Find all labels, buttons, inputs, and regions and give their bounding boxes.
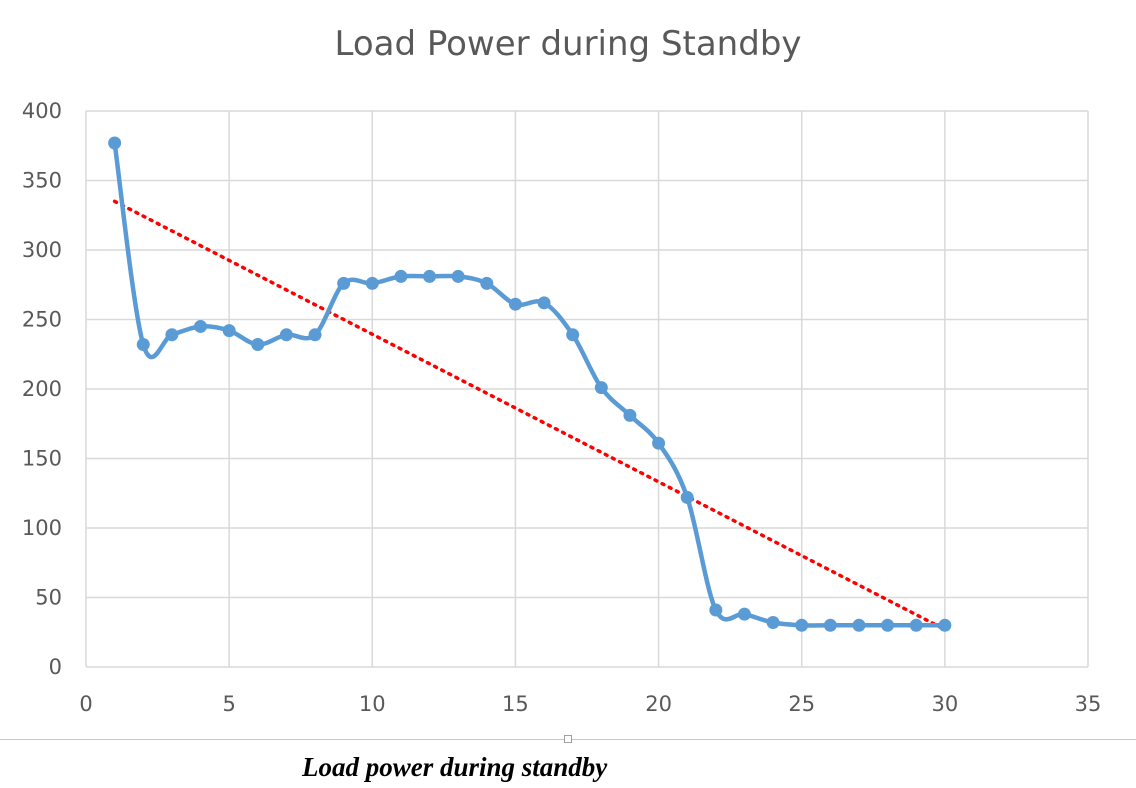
x-tick-label: 25 (788, 692, 815, 716)
data-point (737, 607, 751, 621)
data-point (108, 136, 122, 150)
data-point (623, 408, 637, 422)
data-point (652, 436, 666, 450)
x-tick-label: 5 (222, 692, 235, 716)
data-point (394, 269, 408, 283)
data-point (795, 618, 809, 632)
data-point (594, 381, 608, 395)
data-point (423, 269, 437, 283)
data-point (136, 338, 150, 352)
y-tick-label: 50 (35, 586, 62, 610)
y-tick-label: 300 (22, 238, 62, 262)
data-point (165, 328, 179, 342)
data-point (766, 616, 780, 630)
data-point (451, 269, 465, 283)
data-point (308, 328, 322, 342)
data-point (480, 276, 494, 290)
data-point (337, 276, 351, 290)
figure-caption: Load power during standby (302, 752, 608, 782)
chart-title: Load Power during Standby (334, 24, 802, 64)
x-tick-label: 15 (502, 692, 529, 716)
data-point (279, 328, 293, 342)
data-point (194, 319, 208, 333)
trendline (112, 199, 947, 632)
data-point (508, 297, 522, 311)
data-point (566, 328, 580, 342)
x-tick-label: 20 (645, 692, 672, 716)
x-tick-label: 0 (79, 692, 92, 716)
data-point (852, 618, 866, 632)
gridlines (86, 110, 1089, 667)
y-tick-label: 200 (22, 377, 62, 401)
data-point (709, 603, 723, 617)
data-point (881, 618, 895, 632)
data-point (938, 618, 952, 632)
data-point (365, 276, 379, 290)
series-line (112, 142, 945, 628)
x-tick-label: 10 (359, 692, 386, 716)
trendline-series (112, 199, 947, 632)
resize-handle[interactable] (564, 735, 572, 743)
data-point (251, 338, 265, 352)
y-tick-label: 350 (22, 169, 62, 193)
data-markers (108, 136, 952, 632)
y-tick-label: 250 (22, 308, 62, 332)
y-tick-label: 100 (22, 516, 62, 540)
data-point (823, 618, 837, 632)
tick-labels: 0 50 100 150 200 250 300 350 400 0 5 10 15 20 25 30 35 (22, 99, 1101, 716)
data-point (909, 618, 923, 632)
x-tick-label: 30 (931, 692, 958, 716)
axes (85, 111, 1088, 668)
data-point (222, 324, 236, 338)
y-tick-label: 400 (22, 99, 62, 123)
data-series (112, 142, 945, 628)
y-tick-label: 150 (22, 447, 62, 471)
data-point (680, 490, 694, 504)
data-point (537, 296, 551, 310)
line-chart: 0 50 100 150 200 250 300 350 400 0 5 10 15 20 25 30 35 (22, 99, 1101, 716)
x-tick-label: 35 (1075, 692, 1102, 716)
y-tick-label: 0 (49, 655, 62, 679)
